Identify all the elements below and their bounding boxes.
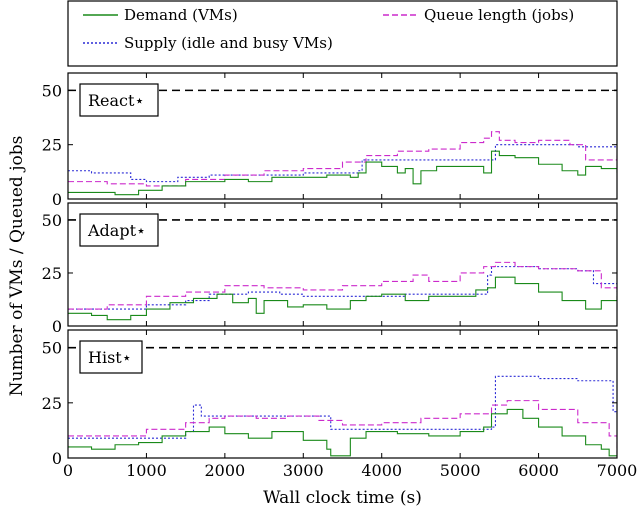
legend-label-supply: Supply (idle and busy VMs) xyxy=(124,34,333,52)
demand-series xyxy=(68,408,617,457)
x-axis: 0 1000 2000 3000 4000 5000 6000 7000 xyxy=(63,461,637,480)
legend-label-queue: Queue length (jobs) xyxy=(424,6,574,24)
supply-series xyxy=(68,266,617,310)
y-tick-label: 50 xyxy=(42,211,62,230)
y-tick-label: 0 xyxy=(52,190,62,209)
panel-frame xyxy=(67,329,618,459)
x-tick-label: 5000 xyxy=(440,461,481,480)
panel-label-box xyxy=(79,340,143,374)
panel-frame xyxy=(67,72,618,200)
x-tick-label: 6000 xyxy=(518,461,559,480)
y-tick-label: 25 xyxy=(42,136,62,155)
panel-2: 0 25 50 Hist⋆ xyxy=(42,329,618,468)
panel-label: React⋆ xyxy=(88,91,144,110)
panel-frame xyxy=(67,202,618,327)
y-axis-label: Number of VMs / Queued jobs xyxy=(7,136,27,397)
queue-series xyxy=(68,400,617,454)
panel-0: 0 25 50 React⋆ xyxy=(42,72,618,209)
supply-series xyxy=(68,375,617,439)
x-tick-label: 7000 xyxy=(597,461,638,480)
panel-1: 0 25 50 Adapt⋆ xyxy=(42,202,618,336)
x-tick-label: 2000 xyxy=(204,461,245,480)
x-tick-label: 1000 xyxy=(126,461,167,480)
y-tick-label: 0 xyxy=(52,449,62,468)
x-tick-label: 0 xyxy=(63,461,73,480)
panel-label: Hist⋆ xyxy=(88,348,132,367)
y-tick-label: 25 xyxy=(42,394,62,413)
queue-series xyxy=(68,131,617,187)
demand-series xyxy=(68,150,617,196)
y-tick-label: 50 xyxy=(42,81,62,100)
panel-label-box xyxy=(79,83,159,117)
demand-series xyxy=(68,276,617,321)
panel-label-box xyxy=(79,213,159,247)
legend: Demand (VMs) Queue length (jobs) Supply (i… xyxy=(67,0,618,67)
x-tick-label: 3000 xyxy=(283,461,324,480)
x-axis-label: Wall clock time (s) xyxy=(263,488,422,508)
panel-label: Adapt⋆ xyxy=(87,221,146,240)
y-tick-label: 0 xyxy=(52,317,62,336)
x-tick-label: 4000 xyxy=(361,461,402,480)
queue-series xyxy=(68,261,617,310)
y-tick-label: 50 xyxy=(42,339,62,358)
legend-frame xyxy=(67,0,618,67)
legend-label-demand: Demand (VMs) xyxy=(124,6,238,24)
y-tick-label: 25 xyxy=(42,264,62,283)
